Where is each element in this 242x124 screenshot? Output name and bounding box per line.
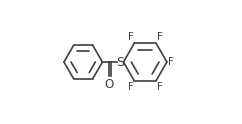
Text: F: F: [157, 82, 163, 92]
Text: F: F: [157, 32, 163, 42]
Text: F: F: [128, 82, 134, 92]
Text: F: F: [128, 32, 134, 42]
Text: O: O: [105, 78, 114, 91]
Text: S: S: [116, 56, 124, 68]
Text: F: F: [168, 57, 174, 67]
